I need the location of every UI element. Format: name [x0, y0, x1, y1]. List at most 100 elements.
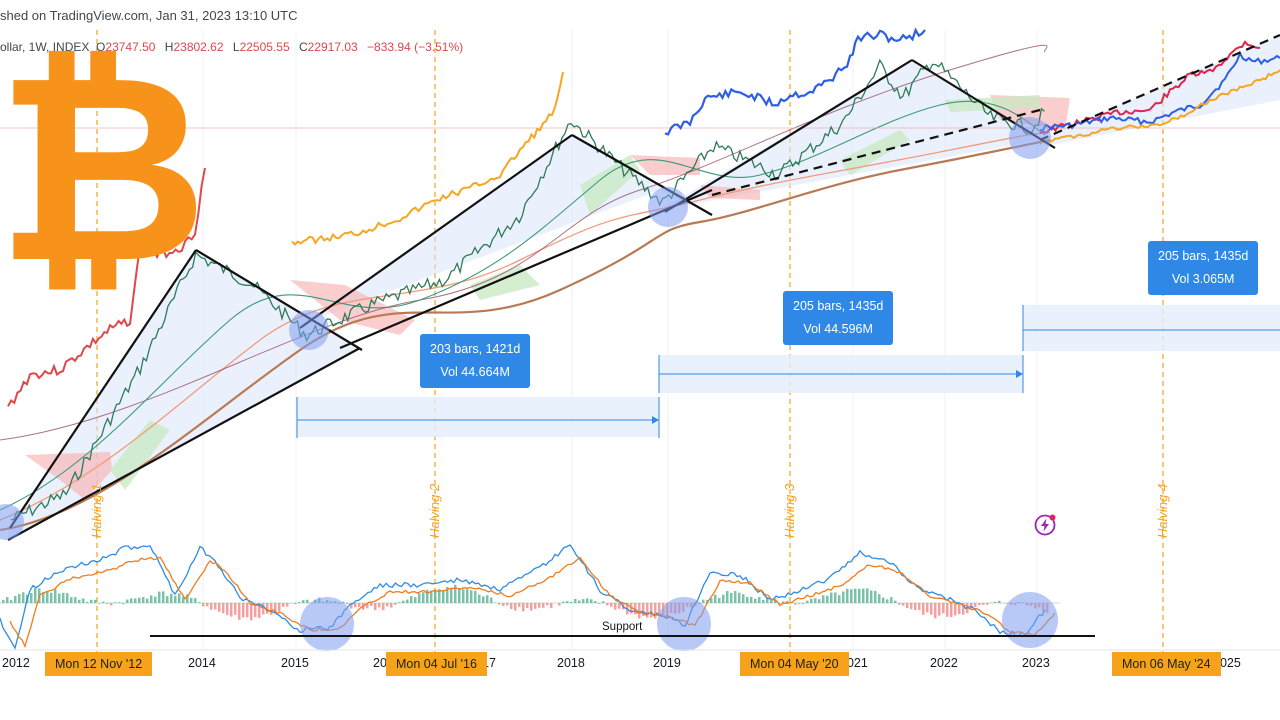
osc-histogram-bar — [218, 603, 221, 612]
osc-histogram-bar — [382, 603, 385, 611]
osc-histogram-bar — [922, 603, 925, 615]
osc-histogram-bar — [746, 596, 749, 603]
range-box-3-vol: Vol 3.065M — [1171, 272, 1235, 286]
osc-histogram-bar — [226, 603, 229, 616]
osc-histogram-bar — [18, 593, 21, 603]
channel-fill-3 — [660, 60, 1055, 210]
close-key: C — [298, 40, 308, 54]
osc-histogram-bar — [706, 599, 709, 603]
osc-histogram-bar — [126, 599, 129, 603]
osc-histogram-bar — [566, 601, 569, 603]
osc-histogram-bar — [894, 600, 897, 603]
osc-histogram-bar — [354, 603, 357, 608]
osc-histogram-bar — [614, 603, 617, 610]
osc-histogram-bar — [166, 596, 169, 603]
osc-histogram-bar — [550, 603, 553, 609]
osc-histogram-bar — [438, 589, 441, 603]
osc-histogram-bar — [430, 590, 433, 603]
osc-histogram-bar — [946, 603, 949, 617]
osc-histogram-bar — [874, 590, 877, 603]
dashed-trend-lines — [711, 33, 1280, 197]
osc-histogram-bar — [298, 601, 301, 603]
support-label: Support — [602, 621, 643, 633]
osc-histogram-bar — [558, 603, 561, 606]
year-label: 2022 — [930, 656, 958, 670]
range-box-2[interactable]: 205 bars, 1435d Vol 44.596M — [783, 291, 894, 345]
overlay-orange-cycle2 — [291, 71, 564, 246]
osc-histogram-bar — [246, 603, 249, 618]
osc-histogram-bar — [890, 597, 893, 603]
osc-histogram-bar — [862, 588, 865, 603]
osc-histogram-bar — [50, 592, 53, 603]
osc-histogram-bar — [994, 601, 997, 603]
osc-histogram-bar — [250, 603, 253, 621]
open-value: 23747.50 — [105, 40, 156, 54]
osc-histogram-bar — [242, 603, 245, 618]
osc-histogram-bar — [102, 601, 105, 603]
osc-histogram-bar — [482, 596, 485, 603]
range-box-1-bars: 203 bars, 1421d — [430, 342, 521, 356]
high-key: H — [164, 40, 174, 54]
osc-histogram-bar — [950, 603, 953, 618]
osc-histogram-bar — [434, 589, 437, 603]
osc-histogram-bar — [986, 603, 989, 605]
overlay-blue-cycle3 — [664, 27, 926, 136]
osc-histogram-bar — [574, 598, 577, 603]
osc-histogram-bar — [270, 603, 273, 615]
osc-histogram-bar — [454, 584, 457, 603]
osc-histogram-bar — [822, 595, 825, 603]
osc-histogram-bar — [586, 598, 589, 603]
osc-histogram-bar — [882, 597, 885, 603]
osc-histogram-bar — [818, 599, 821, 603]
halving-label-1: Halving 1 — [89, 483, 104, 538]
osc-highlight-circles — [300, 592, 1058, 651]
osc-histogram-bar — [10, 600, 13, 603]
osc-histogram-bar — [934, 603, 937, 619]
halving-label-4: Halving 4 — [1155, 483, 1170, 538]
osc-histogram-bar — [78, 599, 81, 603]
osc-histogram-bar — [162, 591, 165, 603]
ma-200w — [0, 138, 1051, 532]
date-label-halving-1: Mon 12 Nov '12 — [45, 652, 153, 676]
range-box-3[interactable]: 205 bars, 1435d Vol 3.065M — [1148, 241, 1259, 295]
ma-salmon — [0, 131, 1051, 521]
range-box-1[interactable]: 203 bars, 1421d Vol 44.664M — [420, 334, 531, 388]
osc-histogram-bar — [346, 603, 349, 605]
osc-histogram-bar — [858, 588, 861, 603]
osc-histogram-bar — [546, 603, 549, 606]
osc-histogram-bar — [806, 600, 809, 603]
osc-histogram-bar — [230, 603, 233, 617]
osc-histogram-bar — [138, 597, 141, 603]
date-label-halving-2: Mon 04 Jul '16 — [386, 652, 487, 676]
osc-histogram-bar — [642, 603, 645, 617]
osc-histogram-bar — [654, 603, 657, 619]
osc-histogram-bar — [214, 603, 217, 610]
osc-histogram-bar — [602, 601, 605, 603]
osc-histogram-bar — [766, 597, 769, 603]
osc-histogram-bar — [534, 603, 537, 609]
osc-histogram-bar — [14, 595, 17, 603]
osc-histogram-bar — [106, 603, 109, 604]
osc-histogram-bar — [918, 603, 921, 610]
osc-histogram-bar — [98, 603, 101, 604]
osc-histogram-bar — [198, 602, 201, 603]
lightning-icon[interactable] — [1034, 514, 1056, 536]
osc-histogram-bar — [826, 595, 829, 603]
osc-histogram-bar — [594, 601, 597, 603]
osc-histogram-bar — [802, 603, 805, 605]
overlay-orange-recent — [1039, 69, 1280, 145]
ma-green — [0, 100, 1046, 511]
osc-histogram-bar — [306, 599, 309, 603]
osc-histogram-bar — [794, 603, 797, 605]
osc-histogram-bar — [62, 592, 65, 603]
osc-histogram-bar — [134, 598, 137, 603]
change-value: −833.94 (−3.51%) — [367, 40, 464, 54]
osc-histogram-bar — [834, 592, 837, 603]
osc-histogram-bar — [926, 603, 929, 613]
osc-histogram-bar — [390, 603, 393, 608]
osc-histogram-bar — [842, 591, 845, 603]
osc-orange-line — [9, 556, 1056, 649]
osc-histogram-bar — [374, 603, 377, 611]
trend-lines — [7, 59, 1056, 541]
osc-histogram-bar — [974, 603, 977, 608]
